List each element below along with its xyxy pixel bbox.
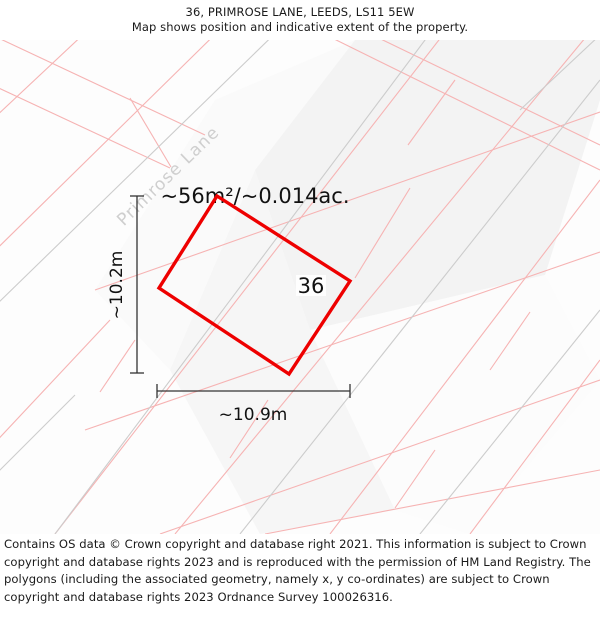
plot-number-group: 36 <box>296 274 326 298</box>
width-dimension-line <box>156 384 351 398</box>
plot-number-label: 36 <box>298 274 325 298</box>
property-boundary-polygon[interactable] <box>156 193 353 377</box>
property-address: 36, PRIMROSE LANE, LEEDS, LS11 5EW <box>185 5 415 19</box>
map-subtitle: Map shows position and indicative extent… <box>131 20 469 34</box>
height-dimension-label: ~10.2m <box>107 251 127 320</box>
map-footer: Contains OS data © Crown copyright and d… <box>0 536 600 607</box>
copyright-text: Contains OS data © Crown copyright and d… <box>4 537 591 604</box>
parcel-boundaries-b <box>0 40 600 534</box>
height-dimension-line <box>130 195 144 374</box>
parcel-subdivisions <box>99 79 531 509</box>
property-map[interactable]: Primrose Lane ~56m²/~0.014ac. 36 ~10.2m … <box>0 40 600 534</box>
map-header: 36, PRIMROSE LANE, LEEDS, LS11 5EW Map s… <box>0 0 600 35</box>
parcel-fills <box>95 40 600 534</box>
area-label: ~56m²/~0.014ac. <box>160 184 349 208</box>
parcel-boundaries-a <box>0 40 600 534</box>
width-dimension-label: ~10.9m <box>219 405 288 425</box>
road-lines <box>0 40 600 534</box>
